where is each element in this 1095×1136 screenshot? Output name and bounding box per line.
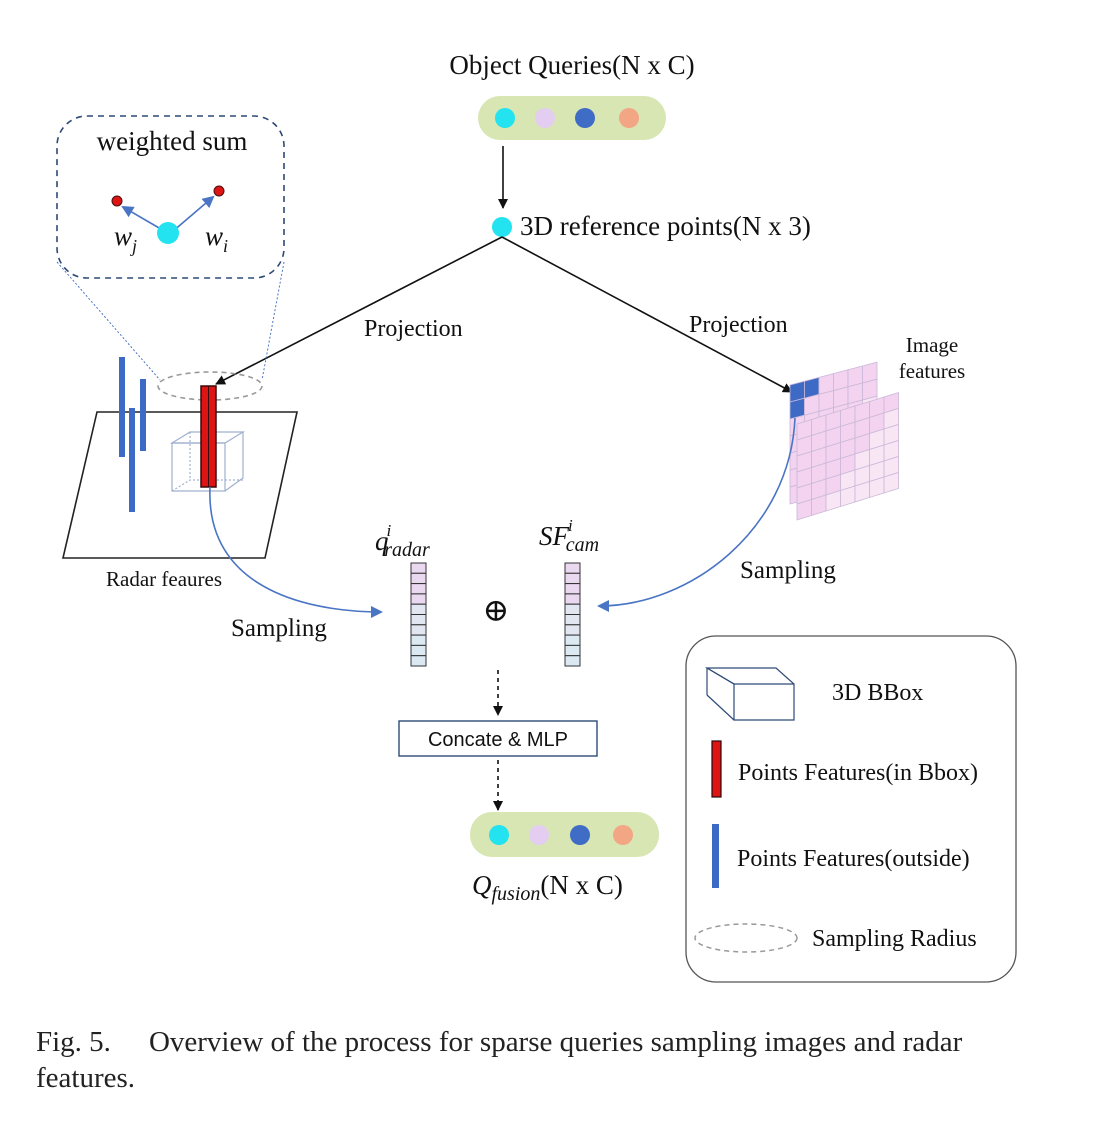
fusion-dot-cyan xyxy=(489,825,509,845)
vector-cell xyxy=(564,593,581,605)
vector-cell xyxy=(410,583,427,595)
radar-sampling-curve xyxy=(209,486,383,618)
sampling-right-label: Sampling xyxy=(740,557,836,584)
sf-cam-vector xyxy=(564,562,581,667)
radar-features-label: Radar feaures xyxy=(106,567,222,591)
weighted-sum-title: weighted sum xyxy=(97,126,248,156)
projection-left-arrow xyxy=(215,236,503,385)
radar-bar-outside-2 xyxy=(140,379,146,451)
object-queries-bar xyxy=(478,96,666,140)
vector-cell xyxy=(410,593,427,605)
fusion-label: Qfusion(N x C) xyxy=(472,870,623,905)
center-query-point xyxy=(157,222,179,244)
fusion-dot-lavender xyxy=(529,825,549,845)
legend-radius-icon xyxy=(694,923,798,953)
weighted-sum-box xyxy=(56,115,285,279)
concat-mlp-label: Concate & MLP xyxy=(428,729,568,751)
vector-cell xyxy=(564,624,581,636)
object-queries-label: Object Queries(N x C) xyxy=(449,50,694,80)
projection-right-arrow xyxy=(501,236,793,393)
legend-radius-label: Sampling Radius xyxy=(812,926,977,952)
vector-cell xyxy=(564,634,581,646)
fusion-query-dots xyxy=(489,825,633,845)
weighted-arrow-i xyxy=(171,195,215,233)
reference-points-label: 3D reference points(N x 3) xyxy=(520,211,811,241)
vector-cell xyxy=(410,562,427,574)
legend-points-in-icon xyxy=(711,740,722,798)
fusion-dot-blue xyxy=(570,825,590,845)
vector-cell xyxy=(564,655,581,667)
fusion-queries-bar xyxy=(470,812,659,857)
legend-points-in-label: Points Features(in Bbox) xyxy=(738,760,978,786)
figure-caption-text: Overview of the process for sparse queri… xyxy=(36,1026,963,1094)
oplus-symbol: ⊕ xyxy=(483,592,510,628)
legend-bbox-icon xyxy=(704,667,795,721)
radar-plane xyxy=(61,411,298,559)
figure-number: Fig. 5. xyxy=(36,1026,111,1058)
vector-cell xyxy=(410,572,427,585)
fusion-dot-orange xyxy=(613,825,633,845)
reference-point-dot xyxy=(492,217,512,237)
radar-bar-outside-1 xyxy=(119,357,125,457)
vector-cell xyxy=(410,624,427,636)
sf-cam-label: SFi cam xyxy=(539,516,599,556)
vector-cell xyxy=(410,603,427,616)
legend-bbox-label: 3D BBox xyxy=(832,680,923,706)
neighbor-point-j xyxy=(111,195,123,207)
vector-cell xyxy=(564,603,581,616)
vector-cell xyxy=(564,583,581,595)
weight-i-label: wi xyxy=(205,221,228,256)
vector-cell xyxy=(410,634,427,646)
query-dot-lavender xyxy=(535,108,555,128)
vector-cell xyxy=(564,572,581,585)
vector-cell xyxy=(410,644,427,657)
vector-cell xyxy=(410,614,427,626)
object-query-dots xyxy=(495,108,639,128)
figure-caption: Fig. 5. Overview of the process for spars… xyxy=(36,1024,1066,1096)
vector-cell xyxy=(564,644,581,657)
legend-points-out-label: Points Features(outside) xyxy=(737,846,970,872)
sampling-left-label: Sampling xyxy=(231,615,327,642)
query-dot-blue xyxy=(575,108,595,128)
concat-mlp-box xyxy=(398,720,598,757)
zoom-line-left xyxy=(56,261,161,381)
query-dot-cyan xyxy=(495,108,515,128)
grid-cell xyxy=(883,471,899,494)
vector-cell xyxy=(564,614,581,626)
vector-cell xyxy=(564,562,581,574)
vector-cell xyxy=(410,655,427,667)
weight-j-label: wj xyxy=(114,221,137,256)
query-dot-orange xyxy=(619,108,639,128)
legend-points-out-icon xyxy=(712,824,719,888)
image-sampling-curve xyxy=(597,417,796,612)
image-feature-grid-front xyxy=(796,391,899,521)
zoom-line-right xyxy=(261,261,285,381)
q-radar-label: qi radar xyxy=(375,521,430,561)
projection-right-label: Projection xyxy=(689,312,788,338)
legend-box xyxy=(685,635,1017,983)
radar-bar-outside-3 xyxy=(129,408,135,512)
q-radar-vector xyxy=(410,562,427,667)
image-features-label: Image features xyxy=(899,333,965,383)
projection-left-label: Projection xyxy=(364,316,463,342)
neighbor-point-i xyxy=(213,185,225,197)
